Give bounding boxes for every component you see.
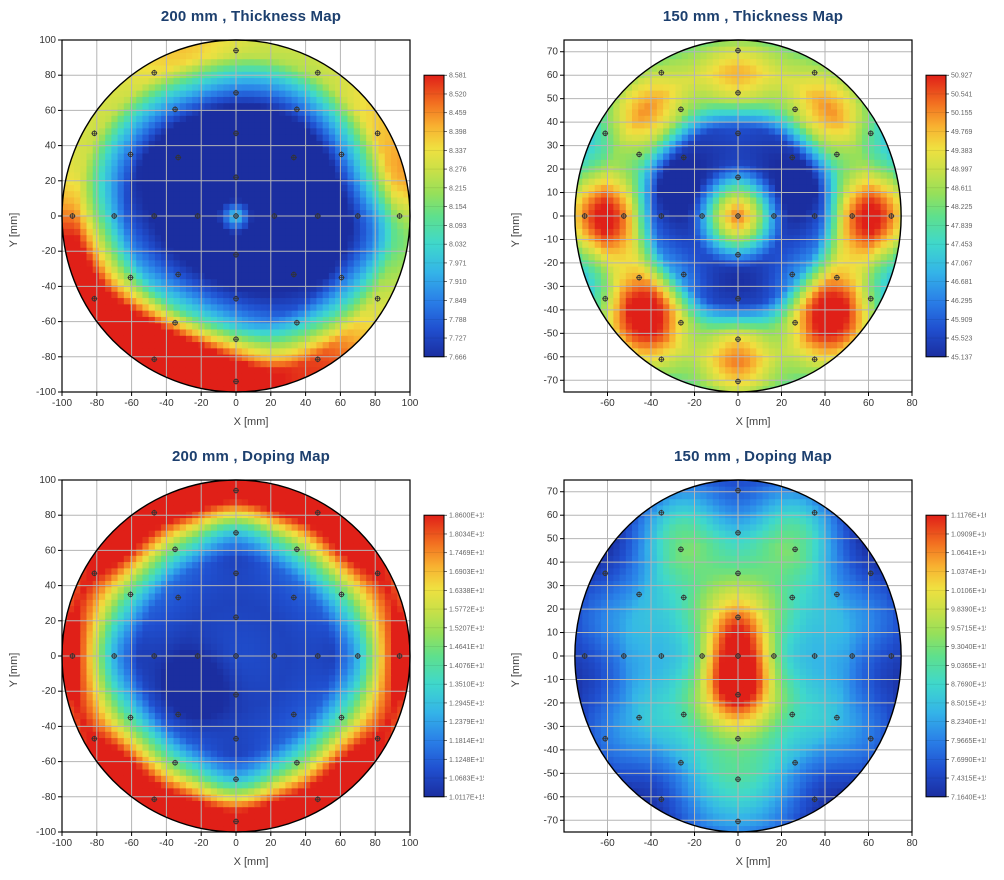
svg-text:-100: -100 bbox=[36, 387, 56, 398]
svg-text:100: 100 bbox=[402, 398, 419, 409]
plot-area: Y [mm] X [mm] -100-80-60-40-200204060801… bbox=[18, 34, 484, 426]
heatmap-svg: -60-40-20020406080-70-60-50-40-30-20-100… bbox=[520, 34, 986, 426]
svg-text:8.398: 8.398 bbox=[449, 129, 467, 136]
svg-text:-20: -20 bbox=[42, 246, 57, 257]
panel-title: 200 mm , Thickness Map bbox=[0, 8, 502, 25]
plot-area: Y [mm] X [mm] -100-80-60-40-200204060801… bbox=[18, 474, 484, 866]
svg-text:20: 20 bbox=[45, 176, 57, 187]
svg-text:0: 0 bbox=[50, 211, 56, 222]
svg-text:7.910: 7.910 bbox=[449, 279, 467, 286]
svg-text:7.666: 7.666 bbox=[449, 354, 467, 361]
svg-text:-60: -60 bbox=[42, 317, 57, 328]
svg-text:8.276: 8.276 bbox=[449, 167, 467, 174]
svg-text:0: 0 bbox=[233, 398, 239, 409]
svg-text:40: 40 bbox=[45, 141, 57, 152]
svg-text:-40: -40 bbox=[42, 281, 57, 292]
heatmap-svg: -100 -80 -60 -40 -20 0 20 40 60 80 100 -100 -80 -60 -4… bbox=[18, 34, 484, 426]
svg-text:-20: -20 bbox=[194, 398, 209, 409]
svg-text:8.093: 8.093 bbox=[449, 223, 467, 230]
panel-grid: 200 mm , Thickness Map Y [mm] X [mm] -10… bbox=[0, 0, 1004, 880]
svg-text:100: 100 bbox=[39, 35, 56, 46]
svg-text:-100: -100 bbox=[52, 398, 72, 409]
svg-text:80: 80 bbox=[370, 398, 382, 409]
heatmap-svg: -60-40-20020406080-70-60-50-40-30-20-100… bbox=[520, 474, 986, 866]
panel-title: 150 mm , Thickness Map bbox=[502, 8, 1004, 25]
svg-text:8.215: 8.215 bbox=[449, 185, 467, 192]
panel-200mm-thickness: 200 mm , Thickness Map Y [mm] X [mm] -10… bbox=[0, 0, 502, 440]
svg-text:7.849: 7.849 bbox=[449, 298, 467, 305]
svg-text:8.520: 8.520 bbox=[449, 91, 467, 98]
svg-text:40: 40 bbox=[300, 398, 312, 409]
svg-text:80: 80 bbox=[45, 70, 57, 81]
svg-text:-80: -80 bbox=[42, 352, 57, 363]
svg-text:8.154: 8.154 bbox=[449, 204, 467, 211]
panel-150mm-thickness: 150 mm , Thickness Map Y [mm] X [mm] -60… bbox=[502, 0, 1004, 440]
svg-text:8.032: 8.032 bbox=[449, 242, 467, 249]
svg-text:8.337: 8.337 bbox=[449, 148, 467, 155]
svg-text:60: 60 bbox=[335, 398, 347, 409]
svg-text:60: 60 bbox=[45, 105, 57, 116]
svg-text:-80: -80 bbox=[90, 398, 105, 409]
figure-page: 200 mm , Thickness Map Y [mm] X [mm] -10… bbox=[0, 0, 1004, 880]
svg-text:-60: -60 bbox=[124, 398, 139, 409]
panel-150mm-doping: 150 mm , Doping Map Y [mm] X [mm] -60-40… bbox=[502, 440, 1004, 880]
panel-200mm-doping: 200 mm , Doping Map Y [mm] X [mm] -100-8… bbox=[0, 440, 502, 880]
svg-text:20: 20 bbox=[265, 398, 277, 409]
svg-text:7.971: 7.971 bbox=[449, 260, 467, 267]
heatmap-svg: -100-80-60-40-20020406080100-100-80-60-4… bbox=[18, 474, 484, 866]
panel-title: 200 mm , Doping Map bbox=[0, 448, 502, 465]
plot-area: Y [mm] X [mm] -60-40-20020406080-70-60-5… bbox=[520, 34, 986, 426]
plot-area: Y [mm] X [mm] -60-40-20020406080-70-60-5… bbox=[520, 474, 986, 866]
svg-text:8.459: 8.459 bbox=[449, 110, 467, 117]
svg-text:8.581: 8.581 bbox=[449, 73, 467, 80]
svg-text:-40: -40 bbox=[159, 398, 174, 409]
panel-title: 150 mm , Doping Map bbox=[502, 448, 1004, 465]
svg-text:7.727: 7.727 bbox=[449, 336, 467, 343]
svg-text:7.788: 7.788 bbox=[449, 317, 467, 324]
